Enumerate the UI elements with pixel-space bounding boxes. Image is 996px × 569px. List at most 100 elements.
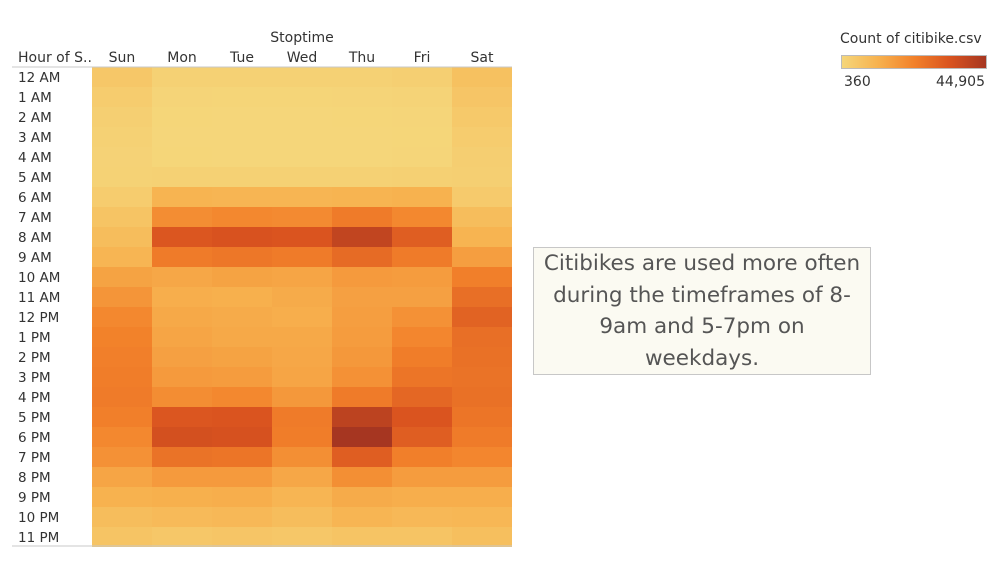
heatmap-cell-5-pm-wed[interactable] <box>272 407 332 427</box>
heatmap-cell-9-pm-sat[interactable] <box>452 487 512 507</box>
heatmap-cell-9-pm-fri[interactable] <box>392 487 452 507</box>
row-label-7-am[interactable]: 7 AM <box>18 210 52 226</box>
heatmap-cell-10-pm-mon[interactable] <box>152 507 212 527</box>
heatmap-cell-2-pm-sat[interactable] <box>452 347 512 367</box>
heatmap-cell-6-pm-tue[interactable] <box>212 427 272 447</box>
heatmap-cell-7-am-wed[interactable] <box>272 207 332 227</box>
heatmap-cell-12-pm-wed[interactable] <box>272 307 332 327</box>
heatmap-cell-4-am-wed[interactable] <box>272 147 332 167</box>
row-label-3-am[interactable]: 3 AM <box>18 130 52 146</box>
column-header-mon[interactable]: Mon <box>167 50 197 66</box>
heatmap-cell-10-am-thu[interactable] <box>332 267 392 287</box>
row-label-9-am[interactable]: 9 AM <box>18 250 52 266</box>
heatmap-cell-1-pm-wed[interactable] <box>272 327 332 347</box>
heatmap-cell-8-pm-sun[interactable] <box>92 467 152 487</box>
heatmap-cell-11-pm-sat[interactable] <box>452 527 512 547</box>
heatmap-cell-2-am-mon[interactable] <box>152 107 212 127</box>
heatmap-cell-9-pm-sun[interactable] <box>92 487 152 507</box>
column-header-fri[interactable]: Fri <box>414 50 431 66</box>
heatmap-cell-3-am-wed[interactable] <box>272 127 332 147</box>
heatmap-cell-7-pm-tue[interactable] <box>212 447 272 467</box>
heatmap-cell-12-am-sun[interactable] <box>92 67 152 87</box>
column-header-wed[interactable]: Wed <box>287 50 318 66</box>
heatmap-cell-8-pm-tue[interactable] <box>212 467 272 487</box>
heatmap-cell-6-am-wed[interactable] <box>272 187 332 207</box>
heatmap-cell-5-am-sun[interactable] <box>92 167 152 187</box>
heatmap-cell-2-am-fri[interactable] <box>392 107 452 127</box>
heatmap-cell-5-am-fri[interactable] <box>392 167 452 187</box>
heatmap-cell-9-am-thu[interactable] <box>332 247 392 267</box>
heatmap-cell-7-pm-sun[interactable] <box>92 447 152 467</box>
heatmap-cell-10-pm-thu[interactable] <box>332 507 392 527</box>
heatmap-cell-5-pm-sun[interactable] <box>92 407 152 427</box>
heatmap-cell-3-pm-sun[interactable] <box>92 367 152 387</box>
heatmap-cell-5-pm-thu[interactable] <box>332 407 392 427</box>
row-label-8-am[interactable]: 8 AM <box>18 230 52 246</box>
heatmap-cell-1-am-sun[interactable] <box>92 87 152 107</box>
heatmap-cell-7-am-fri[interactable] <box>392 207 452 227</box>
heatmap-cell-6-am-sat[interactable] <box>452 187 512 207</box>
heatmap-cell-4-am-thu[interactable] <box>332 147 392 167</box>
row-label-9-pm[interactable]: 9 PM <box>18 490 51 506</box>
heatmap-cell-5-pm-tue[interactable] <box>212 407 272 427</box>
heatmap-cell-7-pm-mon[interactable] <box>152 447 212 467</box>
heatmap-cell-3-pm-thu[interactable] <box>332 367 392 387</box>
heatmap-cell-3-am-sat[interactable] <box>452 127 512 147</box>
heatmap-cell-7-am-sat[interactable] <box>452 207 512 227</box>
heatmap-cell-8-am-thu[interactable] <box>332 227 392 247</box>
row-label-12-am[interactable]: 12 AM <box>18 70 60 86</box>
row-label-4-am[interactable]: 4 AM <box>18 150 52 166</box>
heatmap-cell-9-am-mon[interactable] <box>152 247 212 267</box>
heatmap-cell-6-am-tue[interactable] <box>212 187 272 207</box>
heatmap-cell-4-am-fri[interactable] <box>392 147 452 167</box>
heatmap-cell-7-am-mon[interactable] <box>152 207 212 227</box>
row-label-11-pm[interactable]: 11 PM <box>18 530 59 546</box>
heatmap-cell-2-am-sun[interactable] <box>92 107 152 127</box>
row-axis-header[interactable]: Hour of S.. <box>18 50 92 66</box>
heatmap-cell-2-pm-tue[interactable] <box>212 347 272 367</box>
row-label-11-am[interactable]: 11 AM <box>18 290 60 306</box>
row-label-1-pm[interactable]: 1 PM <box>18 330 51 346</box>
heatmap-cell-10-am-fri[interactable] <box>392 267 452 287</box>
heatmap-cell-1-am-fri[interactable] <box>392 87 452 107</box>
heatmap-cell-11-pm-thu[interactable] <box>332 527 392 547</box>
heatmap-cell-8-pm-sat[interactable] <box>452 467 512 487</box>
heatmap-cell-12-am-fri[interactable] <box>392 67 452 87</box>
heatmap-cell-1-am-mon[interactable] <box>152 87 212 107</box>
heatmap-cell-6-pm-sat[interactable] <box>452 427 512 447</box>
heatmap-cell-11-pm-mon[interactable] <box>152 527 212 547</box>
heatmap-cell-9-am-fri[interactable] <box>392 247 452 267</box>
heatmap-cell-10-pm-sat[interactable] <box>452 507 512 527</box>
heatmap-cell-2-am-wed[interactable] <box>272 107 332 127</box>
heatmap-cell-12-pm-thu[interactable] <box>332 307 392 327</box>
row-label-2-pm[interactable]: 2 PM <box>18 350 51 366</box>
heatmap-cell-4-pm-fri[interactable] <box>392 387 452 407</box>
heatmap-cell-5-am-thu[interactable] <box>332 167 392 187</box>
heatmap-cell-5-pm-sat[interactable] <box>452 407 512 427</box>
heatmap-cell-10-pm-wed[interactable] <box>272 507 332 527</box>
column-header-sat[interactable]: Sat <box>471 50 494 66</box>
heatmap-cell-6-am-thu[interactable] <box>332 187 392 207</box>
heatmap-cell-6-pm-mon[interactable] <box>152 427 212 447</box>
heatmap-cell-4-pm-wed[interactable] <box>272 387 332 407</box>
heatmap-cell-9-pm-wed[interactable] <box>272 487 332 507</box>
heatmap-cell-12-am-wed[interactable] <box>272 67 332 87</box>
heatmap-cell-8-am-sat[interactable] <box>452 227 512 247</box>
heatmap-cell-3-pm-tue[interactable] <box>212 367 272 387</box>
heatmap-cell-2-pm-wed[interactable] <box>272 347 332 367</box>
heatmap-cell-8-am-wed[interactable] <box>272 227 332 247</box>
heatmap-cell-2-pm-sun[interactable] <box>92 347 152 367</box>
heatmap-cell-8-pm-thu[interactable] <box>332 467 392 487</box>
heatmap-cell-4-am-sat[interactable] <box>452 147 512 167</box>
heatmap-cell-1-pm-sun[interactable] <box>92 327 152 347</box>
heatmap-cell-10-am-sun[interactable] <box>92 267 152 287</box>
heatmap-cell-8-pm-mon[interactable] <box>152 467 212 487</box>
heatmap-cell-12-pm-sun[interactable] <box>92 307 152 327</box>
heatmap-cell-8-am-sun[interactable] <box>92 227 152 247</box>
heatmap-cell-7-am-tue[interactable] <box>212 207 272 227</box>
heatmap-cell-9-am-wed[interactable] <box>272 247 332 267</box>
row-label-5-pm[interactable]: 5 PM <box>18 410 51 426</box>
heatmap-cell-11-pm-sun[interactable] <box>92 527 152 547</box>
row-label-12-pm[interactable]: 12 PM <box>18 310 59 326</box>
heatmap-cell-11-am-wed[interactable] <box>272 287 332 307</box>
